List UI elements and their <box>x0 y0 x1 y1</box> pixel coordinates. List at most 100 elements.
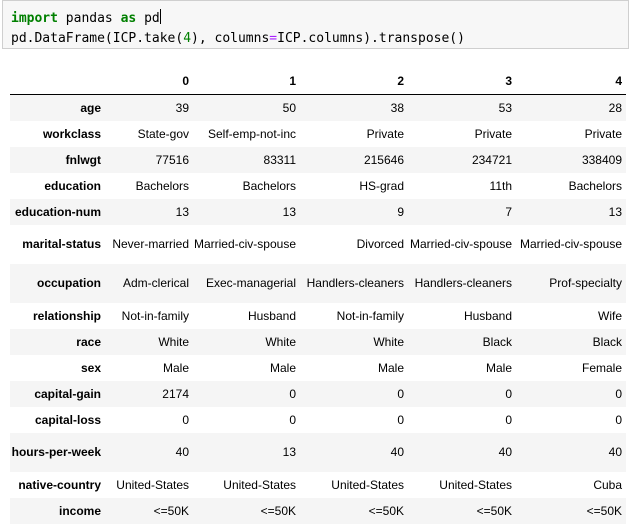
table-cell: White <box>373 334 404 349</box>
code-text: pd.DataFrame(ICP.take( <box>11 31 184 46</box>
table-cell: 234721 <box>471 152 512 167</box>
row-label: occupation <box>36 276 101 290</box>
code-editor[interactable]: import pandas as pd pd.DataFrame(ICP.tak… <box>11 9 465 49</box>
column-header: 1 <box>193 68 300 95</box>
table-cell: Divorced <box>356 237 404 251</box>
code-text: pd <box>136 11 160 26</box>
table-cell: United-States <box>331 477 404 492</box>
table-cell: 50 <box>282 100 296 115</box>
code-input-cell[interactable]: import pandas as pd pd.DataFrame(ICP.tak… <box>2 0 629 49</box>
table-cell: 215646 <box>363 152 404 167</box>
table-cell: Bachelors <box>135 178 189 193</box>
row-label: capital-loss <box>34 412 101 427</box>
dataframe-table: 0 1 2 3 4 age 39 50 38 53 28 workclass State-go… <box>10 68 626 524</box>
table-row: workclass State-gov Self-emp-not-inc Privat… <box>10 121 626 147</box>
table-cell: Private <box>366 126 404 141</box>
table-cell: Bachelors <box>568 178 622 193</box>
table-row: sex Male Male Male Male Female <box>10 355 626 381</box>
table-row: age 39 50 38 53 28 <box>10 94 626 121</box>
row-label: fnlwgt <box>65 152 101 167</box>
table-row: capital-gain 2174 0 0 0 0 <box>10 380 626 407</box>
row-label: relationship <box>32 308 101 323</box>
table-cell: 0 <box>289 412 296 427</box>
table-cell: 9 <box>397 204 404 219</box>
table-cell: HS-grad <box>359 178 404 193</box>
table-row: native-country United-States United-States… <box>10 472 626 498</box>
column-header: 4 <box>516 68 626 95</box>
table-cell: Male <box>485 360 512 375</box>
table-cell: 38 <box>390 100 404 115</box>
table-cell: Husband <box>463 308 512 323</box>
table-cell: 13 <box>282 204 296 219</box>
row-label: workclass <box>42 126 101 141</box>
table-cell: United-States <box>223 477 296 492</box>
table-cell: Married-civ-spouse <box>519 237 622 251</box>
table-cell: Male <box>162 360 189 375</box>
table-cell: <=50K <box>368 503 404 518</box>
table-cell: 53 <box>498 100 512 115</box>
column-header: 0 <box>105 68 193 95</box>
keyword-import: import <box>11 11 58 26</box>
row-label: age <box>80 100 101 115</box>
table-cell: Not-in-family <box>336 308 404 323</box>
table-cell: 0 <box>397 412 404 427</box>
keyword-as: as <box>120 11 137 26</box>
code-text: ), columns <box>191 31 270 46</box>
table-cell: Married-civ-spouse <box>193 237 296 251</box>
table-cell: Female <box>581 360 622 375</box>
table-cell: Husband <box>247 308 296 323</box>
table-cell: 2174 <box>162 386 189 401</box>
column-header: 2 <box>300 68 408 95</box>
table-cell: Never-married <box>112 237 189 251</box>
table-cell: 39 <box>175 100 189 115</box>
row-label: income <box>58 503 101 518</box>
table-cell: 0 <box>505 386 512 401</box>
table-cell: 0 <box>615 386 622 401</box>
table-cell: Not-in-family <box>121 308 189 323</box>
table-row: race White White White Black Black <box>10 328 626 355</box>
table-cell: 13 <box>608 204 622 219</box>
table-cell: Male <box>377 360 404 375</box>
table-cell: 0 <box>505 412 512 427</box>
table-row: hours-per-week 40 13 40 40 40 <box>10 432 626 472</box>
table-cell: 77516 <box>155 152 189 167</box>
table-cell: Prof-specialty <box>549 276 622 290</box>
index-header <box>10 68 105 95</box>
table-row: marital-status Never-married Married-civ-s… <box>10 225 626 264</box>
table-cell: <=50K <box>260 503 296 518</box>
table-cell: 0 <box>289 386 296 401</box>
row-label: marital-status <box>22 237 101 251</box>
code-operator: = <box>269 31 278 46</box>
table-cell: Handlers-cleaners <box>306 276 404 290</box>
table-cell: <=50K <box>476 503 512 518</box>
table-cell: Self-emp-not-inc <box>207 126 296 141</box>
table-cell: Handlers-cleaners <box>414 276 512 290</box>
row-label: capital-gain <box>34 386 101 401</box>
table-cell: Wife <box>598 308 622 323</box>
table-cell: United-States <box>439 477 512 492</box>
table-cell: Bachelors <box>242 178 296 193</box>
table-cell: 40 <box>498 445 512 459</box>
output-area: 0 1 2 3 4 age 39 50 38 53 28 workclass State-go… <box>10 68 626 524</box>
column-header: 3 <box>408 68 516 95</box>
table-cell: 13 <box>175 204 189 219</box>
code-number: 4 <box>183 31 192 46</box>
row-label: education <box>44 178 101 193</box>
table-cell: 338409 <box>581 152 622 167</box>
table-cell: United-States <box>116 477 189 492</box>
table-body: age 39 50 38 53 28 workclass State-gov Self-emp-… <box>10 94 626 524</box>
table-cell: Black <box>592 334 622 349</box>
table-cell: State-gov <box>137 126 189 141</box>
table-header-row: 0 1 2 3 4 <box>10 68 626 95</box>
table-cell: 0 <box>397 386 404 401</box>
table-cell: White <box>265 334 296 349</box>
table-cell: 40 <box>175 445 189 459</box>
row-label: sex <box>80 360 101 375</box>
table-cell: 83311 <box>263 152 296 167</box>
table-cell: Married-civ-spouse <box>409 237 512 251</box>
row-label: native-country <box>18 477 101 492</box>
table-cell: Black <box>482 334 512 349</box>
table-cell: 40 <box>390 445 404 459</box>
text-cursor <box>159 9 161 24</box>
table-row: education-num 13 13 9 7 13 <box>10 198 626 225</box>
